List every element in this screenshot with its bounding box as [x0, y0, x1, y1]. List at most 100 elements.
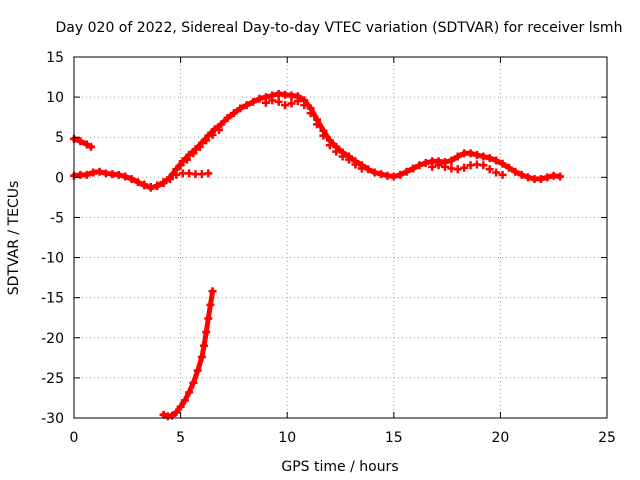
- data-point: [447, 156, 456, 165]
- data-point: [87, 142, 96, 151]
- data-point: [206, 300, 215, 309]
- data-point: [229, 109, 238, 118]
- data-point: [114, 170, 123, 179]
- y-tick-label: 0: [55, 170, 64, 186]
- data-point: [460, 163, 469, 172]
- data-point: [338, 152, 347, 161]
- axis-ticks: 0 5 10 15 20 25 -30 -25 -20 -15 -10 -5 0 5 10 15: [41, 50, 616, 446]
- data-point: [415, 161, 424, 170]
- data-point: [76, 137, 85, 146]
- data-point: [178, 157, 187, 166]
- x-tick-label: 20: [491, 430, 509, 446]
- data-point: [217, 120, 226, 129]
- data-point: [536, 174, 545, 183]
- series-drop_segment: [159, 287, 217, 421]
- y-tick-label: -5: [50, 210, 64, 226]
- data-point: [498, 170, 507, 179]
- y-tick-label: -20: [41, 331, 64, 347]
- data-point: [556, 172, 565, 181]
- y-tick-label: 10: [46, 90, 64, 106]
- x-tick-label: 0: [70, 430, 79, 446]
- data-point: [479, 161, 488, 170]
- data-point: [543, 173, 552, 182]
- data-point: [204, 169, 213, 178]
- data-point: [281, 101, 290, 110]
- y-tick-label: -25: [41, 371, 64, 387]
- series-start_segment: [70, 134, 96, 151]
- x-tick-label: 15: [385, 430, 403, 446]
- data-point: [524, 173, 533, 182]
- data-point: [197, 138, 206, 147]
- series-main_track: [70, 89, 565, 192]
- data-point: [191, 145, 200, 154]
- x-tick-label: 5: [176, 430, 185, 446]
- data-point: [485, 154, 494, 163]
- data-point: [189, 378, 198, 387]
- data-point: [345, 155, 354, 164]
- data-point: [236, 104, 245, 113]
- series-line: [71, 91, 563, 191]
- data-point: [313, 120, 322, 129]
- data-point: [440, 162, 449, 171]
- data-point: [82, 140, 91, 149]
- data-point: [133, 178, 142, 187]
- y-tick-label: -30: [41, 411, 64, 427]
- data-point: [408, 164, 417, 173]
- grid: [74, 57, 607, 418]
- data-point: [492, 168, 501, 177]
- series-upper_branch: [261, 96, 507, 179]
- data-point: [370, 168, 379, 177]
- series-line: [161, 288, 216, 419]
- data-point: [172, 408, 181, 417]
- data-point: [185, 388, 194, 397]
- data-point: [421, 158, 430, 167]
- data-point: [182, 155, 191, 164]
- data-point: [193, 366, 202, 375]
- data-point: [195, 142, 204, 151]
- data-point: [214, 126, 223, 135]
- y-axis-label: SDTVAR / TECUs: [6, 181, 22, 296]
- data-point: [319, 131, 328, 140]
- data-point: [255, 94, 264, 103]
- data-point: [306, 109, 315, 118]
- data-point: [268, 96, 277, 105]
- data-point: [511, 167, 520, 176]
- data-point: [293, 97, 302, 106]
- data-point: [159, 410, 168, 419]
- data-point: [180, 396, 189, 405]
- data-point: [357, 164, 366, 173]
- data-point: [453, 152, 462, 161]
- y-tick-label: -15: [41, 291, 64, 307]
- data-point: [204, 314, 213, 323]
- data-point: [185, 150, 194, 159]
- series-lower_branch: [140, 126, 223, 191]
- data-point: [95, 167, 104, 176]
- data-point: [121, 172, 130, 181]
- data-point: [428, 162, 437, 171]
- data-point: [146, 182, 155, 191]
- data-point: [377, 170, 386, 179]
- data-point: [202, 328, 211, 337]
- x-axis-label: GPS time / hours: [281, 459, 398, 475]
- data-point: [242, 101, 251, 110]
- plot-frame: [73, 56, 608, 419]
- data-point: [472, 150, 481, 159]
- data-point: [492, 156, 501, 165]
- data-point: [389, 172, 398, 181]
- data-point: [396, 170, 405, 179]
- y-tick-label: 15: [46, 50, 64, 66]
- data-point: [127, 174, 136, 183]
- data-point: [223, 113, 232, 122]
- data-point: [176, 402, 185, 411]
- data-point: [287, 99, 296, 108]
- data-point: [351, 160, 360, 169]
- data-point: [517, 170, 526, 179]
- data-point: [479, 152, 488, 161]
- data-point: [208, 287, 217, 296]
- data-point: [300, 101, 309, 110]
- data-point: [485, 165, 494, 174]
- data-point: [159, 178, 168, 187]
- data-point: [453, 165, 462, 174]
- x-tick-label: 10: [278, 430, 296, 446]
- y-tick-label: 5: [55, 130, 64, 146]
